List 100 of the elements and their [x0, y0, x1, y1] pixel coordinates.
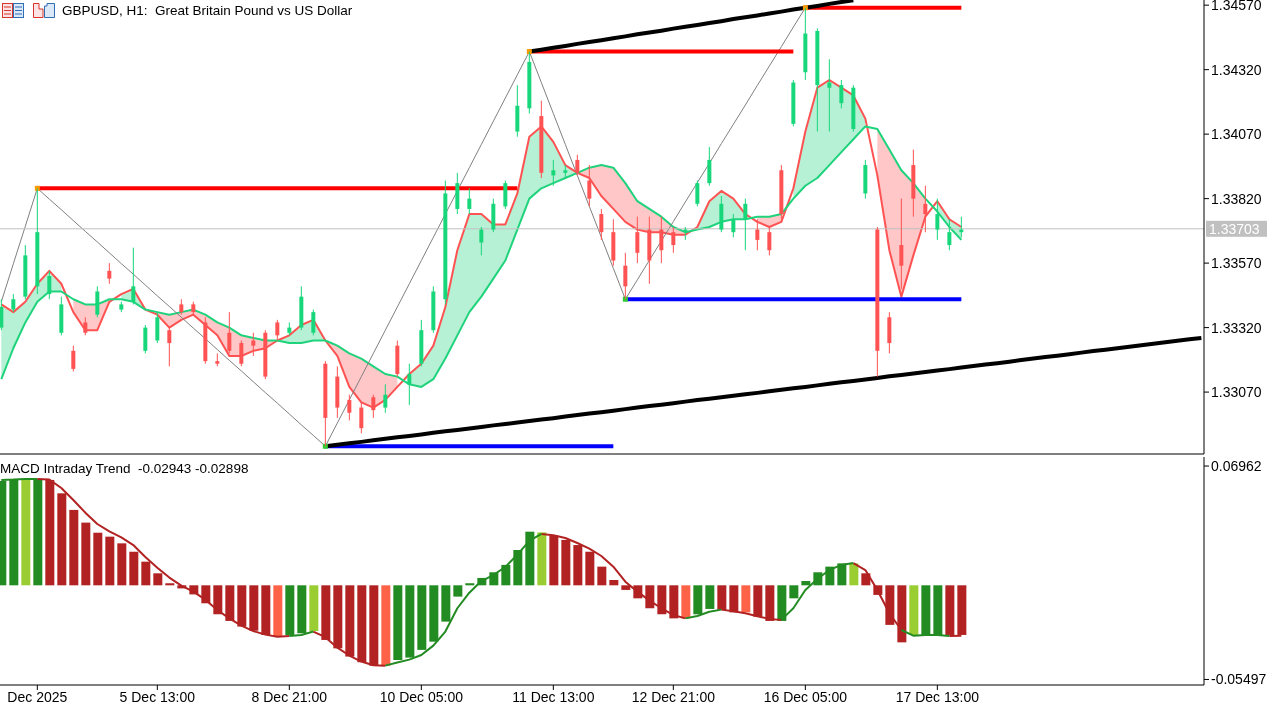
candlestick — [47, 270, 52, 300]
bar — [573, 545, 583, 586]
candlestick — [827, 58, 832, 133]
bar — [681, 585, 691, 619]
candlestick — [671, 226, 676, 254]
bar — [309, 585, 319, 632]
candlestick — [143, 324, 148, 354]
y-tick-label: 0.06962 — [1211, 458, 1262, 475]
bar — [333, 585, 343, 649]
bar — [165, 583, 175, 586]
bar — [273, 585, 283, 637]
bar — [609, 579, 619, 586]
x-tick-label: Dec 2025 — [7, 688, 68, 705]
bar — [249, 585, 259, 631]
bar — [717, 585, 727, 610]
bar — [285, 585, 295, 635]
bar — [909, 585, 919, 635]
bar — [585, 551, 595, 586]
bar — [945, 585, 955, 635]
y-tick-label: 1.34070 — [1211, 126, 1262, 143]
candlestick — [131, 247, 136, 305]
bar — [921, 585, 931, 635]
candlestick — [947, 218, 952, 251]
bar — [741, 585, 751, 613]
bar — [801, 581, 811, 586]
bar — [261, 585, 271, 635]
chart-title: MACD Intraday Trend -0.02943 -0.02898 — [0, 461, 249, 477]
bar — [105, 536, 115, 586]
bar — [393, 585, 403, 660]
y-tick-label: 1.33820 — [1211, 190, 1262, 207]
bar — [429, 585, 439, 642]
bar — [705, 585, 715, 609]
x-tick-label: 11 Dec 13:00 — [512, 688, 595, 705]
candlestick — [695, 180, 700, 207]
y-tick-label: 1.33570 — [1211, 255, 1262, 272]
bar — [69, 509, 79, 586]
candlestick — [923, 185, 928, 233]
candlestick — [155, 311, 160, 344]
candlestick — [275, 319, 280, 341]
y-tick-label: 1.34320 — [1211, 61, 1262, 78]
bar — [357, 585, 367, 663]
candlestick — [635, 216, 640, 264]
bar — [525, 531, 535, 586]
bar — [129, 551, 139, 586]
candlestick — [935, 198, 940, 241]
bar — [441, 585, 451, 622]
bar — [933, 585, 943, 635]
bar — [453, 585, 463, 597]
candlestick — [239, 340, 244, 367]
bar — [465, 583, 475, 586]
bar — [885, 585, 895, 625]
bar — [21, 479, 31, 586]
bar — [765, 585, 775, 621]
candlestick — [467, 187, 472, 215]
candlestick — [899, 198, 904, 290]
bar — [789, 585, 799, 599]
x-tick-label: 5 Dec 13:00 — [119, 688, 196, 705]
bar — [693, 585, 703, 615]
bar — [213, 585, 223, 615]
candlestick — [227, 311, 232, 354]
bar — [621, 585, 631, 590]
bar — [93, 532, 103, 586]
x-tick-label: 12 Dec 21:00 — [631, 688, 716, 705]
bar — [549, 535, 559, 586]
line-series — [0, 7, 806, 447]
candlestick — [167, 327, 172, 367]
bar — [753, 585, 763, 617]
candlestick — [731, 213, 736, 238]
bar — [537, 532, 547, 586]
bar — [561, 539, 571, 586]
candlestick — [659, 216, 664, 264]
bar — [141, 561, 151, 586]
candlestick — [707, 146, 712, 187]
candlestick — [347, 394, 352, 421]
ref-line-label: 1.33703 — [1209, 220, 1260, 237]
candlestick — [767, 226, 772, 256]
x-tick-label: 10 Dec 05:00 — [379, 688, 464, 705]
point — [526, 49, 532, 55]
y-tick-label: 1.34570 — [1211, 0, 1262, 14]
point — [622, 296, 628, 302]
bar — [501, 564, 511, 586]
candlestick — [479, 226, 484, 256]
y-tick-label: 1.33070 — [1211, 384, 1262, 401]
bar — [117, 543, 127, 586]
y-tick-label: -0.05497 — [1211, 671, 1267, 688]
candlestick — [587, 164, 592, 207]
bar — [405, 585, 415, 658]
bar — [657, 585, 667, 615]
bar — [669, 585, 679, 619]
bar — [57, 493, 67, 586]
x-tick-label: 17 Dec 13:00 — [895, 688, 980, 705]
bar — [381, 585, 391, 666]
candlestick — [311, 309, 316, 336]
candlestick — [623, 252, 628, 300]
candlestick — [551, 159, 556, 187]
candlestick — [503, 180, 508, 210]
chart-title: GBPUSD, H1: Great Britain Pound vs US Dollar — [62, 3, 353, 19]
bar — [321, 585, 331, 640]
bar — [297, 585, 307, 634]
point — [802, 5, 808, 11]
